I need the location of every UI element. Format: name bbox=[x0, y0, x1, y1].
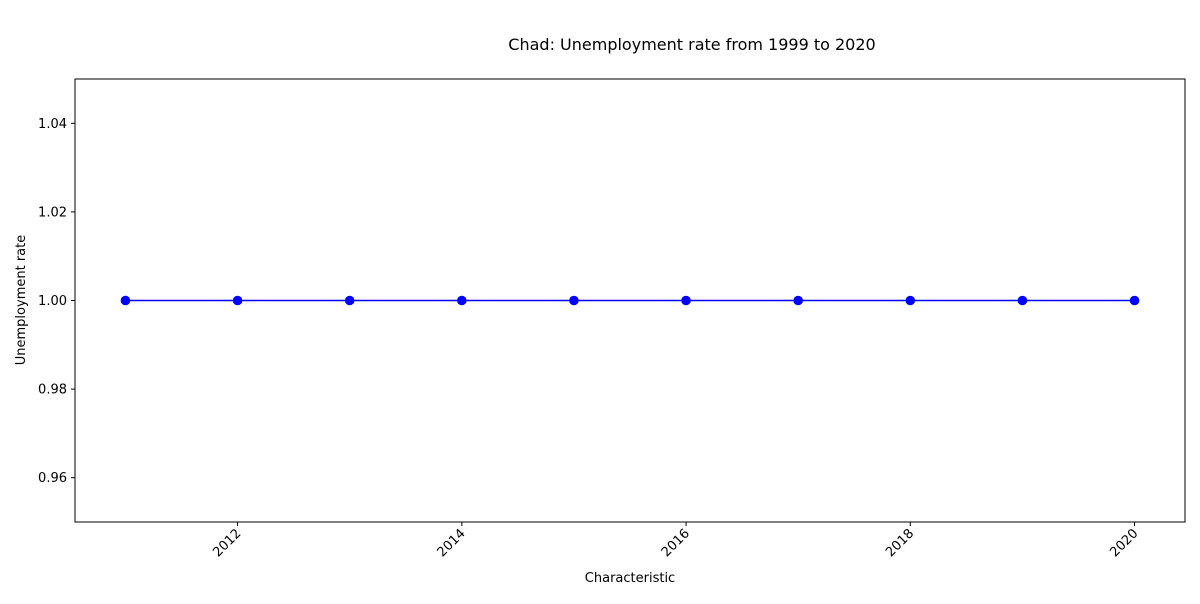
data-point bbox=[681, 295, 691, 306]
data-point bbox=[905, 295, 916, 306]
y-tick-label: 1.00 bbox=[38, 294, 67, 309]
series-layer bbox=[120, 295, 1140, 306]
y-tick-label: 0.98 bbox=[38, 383, 67, 398]
y-axis-label: Unemployment rate bbox=[14, 235, 29, 365]
y-tick-label: 1.02 bbox=[38, 205, 67, 220]
x-tick-label: 2018 bbox=[883, 526, 917, 560]
data-point bbox=[569, 295, 579, 306]
y-tick-label: 0.96 bbox=[38, 471, 67, 486]
data-point bbox=[120, 295, 131, 306]
x-axis-label: Characteristic bbox=[585, 571, 675, 586]
x-tick-label: 2016 bbox=[659, 526, 693, 560]
y-tick-label: 1.04 bbox=[38, 117, 67, 132]
x-tick-label: 2012 bbox=[210, 526, 244, 560]
y-axis-ticks: 0.96 0.98 1.00 1.02 1.04 bbox=[38, 117, 75, 486]
x-tick-label: 2014 bbox=[435, 526, 469, 560]
data-point bbox=[1017, 295, 1028, 306]
data-point bbox=[457, 295, 467, 306]
data-point bbox=[1129, 295, 1140, 306]
x-axis-ticks: 2012 2014 2016 2018 2020 bbox=[210, 522, 1141, 560]
data-point bbox=[344, 295, 355, 306]
x-tick-label: 2020 bbox=[1107, 526, 1141, 560]
plot-area-frame bbox=[74, 78, 1186, 523]
data-point bbox=[232, 295, 243, 306]
data-point bbox=[793, 295, 803, 306]
chart-title: Chad: Unemployment rate from 1999 to 202… bbox=[508, 35, 875, 54]
